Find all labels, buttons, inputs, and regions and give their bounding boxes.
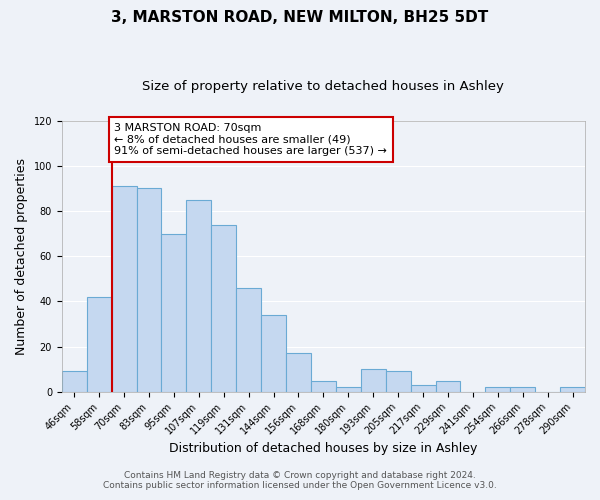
Bar [361, 369, 386, 392]
Bar [161, 234, 187, 392]
Bar [236, 288, 261, 392]
Bar [86, 297, 112, 392]
Bar [510, 388, 535, 392]
Bar [336, 388, 361, 392]
Y-axis label: Number of detached properties: Number of detached properties [15, 158, 28, 354]
Bar [137, 188, 161, 392]
Title: Size of property relative to detached houses in Ashley: Size of property relative to detached ho… [142, 80, 505, 93]
X-axis label: Distribution of detached houses by size in Ashley: Distribution of detached houses by size … [169, 442, 478, 455]
Bar [485, 388, 510, 392]
Bar [436, 380, 460, 392]
Bar [560, 388, 585, 392]
Bar [261, 315, 286, 392]
Bar [211, 224, 236, 392]
Bar [286, 354, 311, 392]
Text: 3 MARSTON ROAD: 70sqm
← 8% of detached houses are smaller (49)
91% of semi-detac: 3 MARSTON ROAD: 70sqm ← 8% of detached h… [114, 123, 387, 156]
Bar [187, 200, 211, 392]
Text: 3, MARSTON ROAD, NEW MILTON, BH25 5DT: 3, MARSTON ROAD, NEW MILTON, BH25 5DT [112, 10, 488, 25]
Bar [112, 186, 137, 392]
Bar [386, 372, 410, 392]
Bar [311, 380, 336, 392]
Bar [410, 385, 436, 392]
Text: Contains HM Land Registry data © Crown copyright and database right 2024.
Contai: Contains HM Land Registry data © Crown c… [103, 470, 497, 490]
Bar [62, 372, 86, 392]
